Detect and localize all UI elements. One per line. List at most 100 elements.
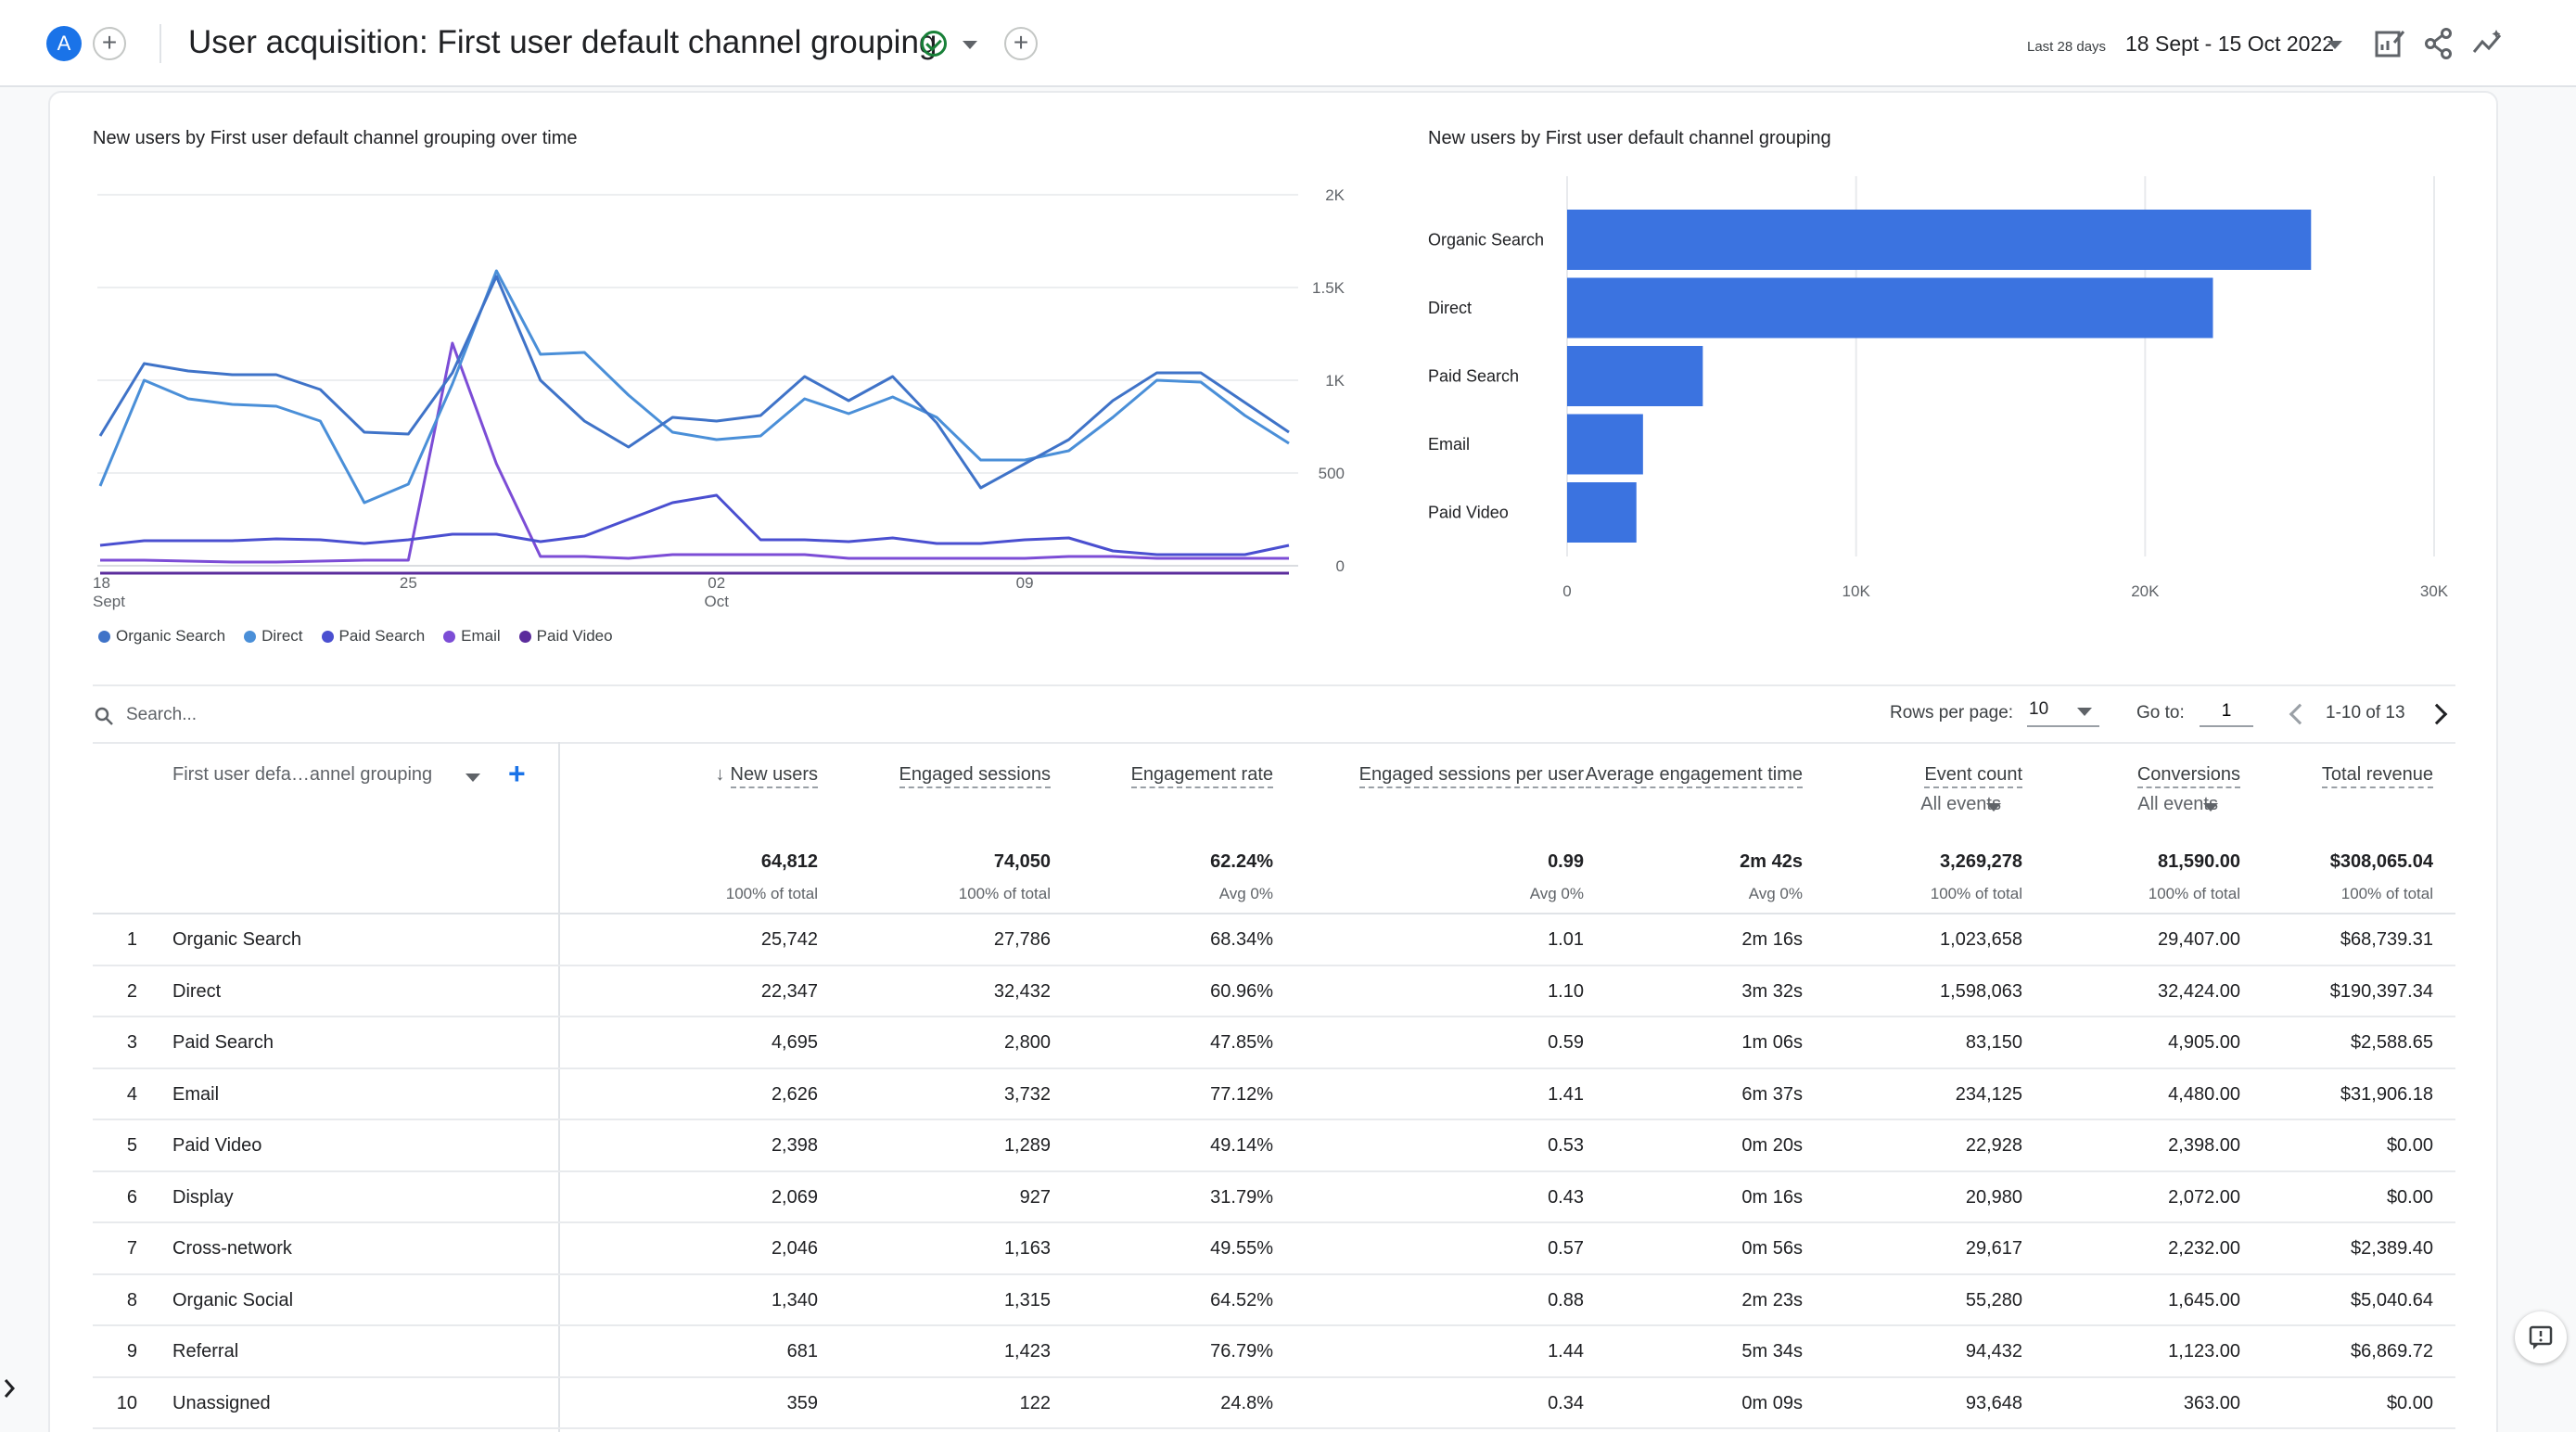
bar-direct[interactable] — [1567, 277, 2213, 339]
bar-paid-video[interactable] — [1567, 482, 1637, 543]
column-header-new-users[interactable]: ↓ New users — [716, 764, 818, 788]
table-cell: 1,645.00 — [2168, 1289, 2240, 1311]
table-row[interactable]: 3 Paid Search 4,695 2,800 47.85% 0.59 1m 06s 83… — [93, 1017, 2455, 1069]
legend-item-email[interactable]: Email — [443, 627, 501, 646]
bar-chart-title: New users by First user default channel … — [1428, 128, 1831, 148]
total-subtext: 100% of total — [958, 885, 1051, 902]
x-tick-label: 09 — [1016, 574, 1034, 592]
series-line-organic-search[interactable] — [98, 275, 1290, 490]
x-tick-label: 10K — [1843, 582, 1871, 600]
add-dimension-button[interactable]: + — [508, 757, 526, 790]
share-icon[interactable] — [2423, 28, 2455, 59]
table-cell: 4,905.00 — [2168, 1032, 2240, 1053]
date-dropdown-icon[interactable] — [2327, 41, 2342, 49]
table-row[interactable]: 2 Direct 22,347 32,432 60.96% 1.10 3m 32s 1,598… — [93, 966, 2455, 1017]
dimension-selector[interactable]: First user defa…annel grouping — [172, 764, 432, 786]
table-row[interactable]: 7 Cross-network 2,046 1,163 49.55% 0.57 0m 56s… — [93, 1223, 2455, 1275]
legend-dot — [244, 630, 257, 643]
insights-icon[interactable] — [2472, 28, 2504, 59]
x-tick-month-label: Oct — [705, 593, 730, 610]
chevron-down-icon[interactable] — [2077, 708, 2092, 716]
avatar[interactable]: A — [46, 26, 82, 61]
x-tick-label: 18 — [93, 574, 110, 592]
legend-label: Direct — [261, 627, 303, 645]
table-cell: 1,423 — [1003, 1341, 1051, 1362]
table-cell: 2m 16s — [1741, 929, 1803, 950]
table-row[interactable]: 8 Organic Social 1,340 1,315 64.52% 0.88 2m 23… — [93, 1275, 2455, 1326]
column-header-engagement-rate[interactable]: Engagement rate — [1130, 764, 1273, 788]
table-cell: 0.88 — [1548, 1289, 1584, 1311]
table-cell: 1.44 — [1548, 1341, 1584, 1362]
table-cell: $68,739.31 — [2340, 929, 2433, 950]
table-cell: 1.10 — [1548, 980, 1584, 1002]
table-cell: 0.43 — [1548, 1186, 1584, 1208]
table-cell: 1.41 — [1548, 1083, 1584, 1105]
table-row[interactable]: 9 Referral 681 1,423 76.79% 1.44 5m 34s 94,432 1… — [93, 1326, 2455, 1378]
total-subtext: 100% of total — [1930, 885, 2022, 902]
table-row[interactable]: 5 Paid Video 2,398 1,289 49.14% 0.53 0m 20s 22,… — [93, 1120, 2455, 1172]
table-cell: 24.8% — [1220, 1392, 1273, 1413]
series-line-direct[interactable] — [98, 269, 1290, 505]
expand-sidebar-icon[interactable] — [0, 1367, 22, 1410]
column-header-engaged-sessions[interactable]: Engaged sessions — [899, 764, 1051, 788]
feedback-icon[interactable] — [2515, 1311, 2567, 1363]
table-cell: 1,163 — [1003, 1238, 1051, 1259]
column-header-label: Engaged sessions — [899, 764, 1051, 788]
column-header-conversions[interactable]: Conversions — [2136, 764, 2240, 788]
bar-organic-search[interactable] — [1567, 210, 2312, 270]
table-cell: 2m 23s — [1741, 1289, 1803, 1311]
legend-dot — [518, 630, 531, 643]
chevron-down-icon[interactable] — [963, 41, 977, 49]
series-line-email[interactable] — [100, 341, 1289, 564]
table-cell: 2,232.00 — [2168, 1238, 2240, 1259]
column-header-total-revenue[interactable]: Total revenue — [2321, 764, 2433, 788]
search-input[interactable] — [126, 701, 497, 729]
bar-email[interactable] — [1567, 414, 1643, 475]
line-chart-title: New users by First user default channel … — [93, 128, 578, 148]
page-title: User acquisition: First user default cha… — [188, 24, 937, 60]
column-header-engaged-sessions-per-user[interactable]: Engaged sessions per user — [1358, 764, 1584, 788]
table-cell: 76.79% — [1210, 1341, 1273, 1362]
legend-item-paid-search[interactable]: Paid Search — [321, 627, 425, 646]
add-icon[interactable]: + — [1004, 27, 1038, 60]
column-header-average-engagement-time[interactable]: Average engagement time — [1585, 764, 1803, 788]
legend-item-paid-video[interactable]: Paid Video — [518, 627, 613, 646]
bar-paid-search[interactable] — [1567, 346, 1703, 406]
table-cell: 2,800 — [1003, 1032, 1051, 1053]
total-subtext: Avg 0% — [1529, 885, 1584, 902]
status-check-icon[interactable] — [921, 31, 947, 57]
table-row[interactable]: 10 Unassigned 359 122 24.8% 0.34 0m 09s 93,648 3… — [93, 1378, 2455, 1429]
conversions-filter[interactable]: All events — [2137, 794, 2218, 815]
row-dimension: Display — [172, 1186, 234, 1208]
row-index: 9 — [126, 1341, 137, 1362]
event-count-filter[interactable]: All events — [1920, 794, 2001, 815]
table-cell: 0.53 — [1548, 1135, 1584, 1156]
table-cell: 0m 56s — [1741, 1238, 1803, 1259]
legend-item-direct[interactable]: Direct — [244, 627, 303, 646]
table-cell: 77.12% — [1210, 1083, 1273, 1105]
rows-per-page-select[interactable]: 10 — [2027, 697, 2099, 727]
chevron-down-icon[interactable] — [465, 774, 480, 782]
table-row[interactable]: 6 Display 2,069 927 31.79% 0.43 0m 16s 20,980 2,… — [93, 1172, 2455, 1223]
date-range-picker[interactable]: 18 Sept - 15 Oct 2022 — [2125, 32, 2335, 56]
legend-dot — [98, 630, 110, 643]
row-dimension: Organic Search — [172, 929, 301, 950]
column-header-event-count[interactable]: Event count — [1924, 764, 2022, 788]
table-cell: 0m 09s — [1741, 1392, 1803, 1413]
table-cell: 49.55% — [1210, 1238, 1273, 1259]
table-row[interactable]: 1 Organic Search 25,742 27,786 68.34% 1.01 2m … — [93, 914, 2455, 966]
customize-report-icon[interactable] — [2374, 28, 2405, 59]
goto-page-input[interactable] — [2200, 697, 2253, 727]
total-value: 2m 42s — [1740, 851, 1803, 872]
table-cell: 27,786 — [993, 929, 1051, 950]
chevron-down-icon[interactable] — [1986, 803, 2001, 812]
series-line-paid-search[interactable] — [99, 493, 1290, 556]
table-row[interactable]: 4 Email 2,626 3,732 77.12% 1.41 6m 37s 234,125 4… — [93, 1069, 2455, 1120]
table-cell: 32,432 — [993, 980, 1051, 1002]
chevron-down-icon[interactable] — [2203, 803, 2218, 812]
table-cell: 359 — [786, 1392, 818, 1413]
add-comparison-icon[interactable]: + — [93, 27, 126, 60]
legend-item-organic-search[interactable]: Organic Search — [98, 627, 225, 646]
column-header-label: Engaged sessions per user — [1358, 764, 1584, 788]
total-subtext: 100% of total — [725, 885, 818, 902]
